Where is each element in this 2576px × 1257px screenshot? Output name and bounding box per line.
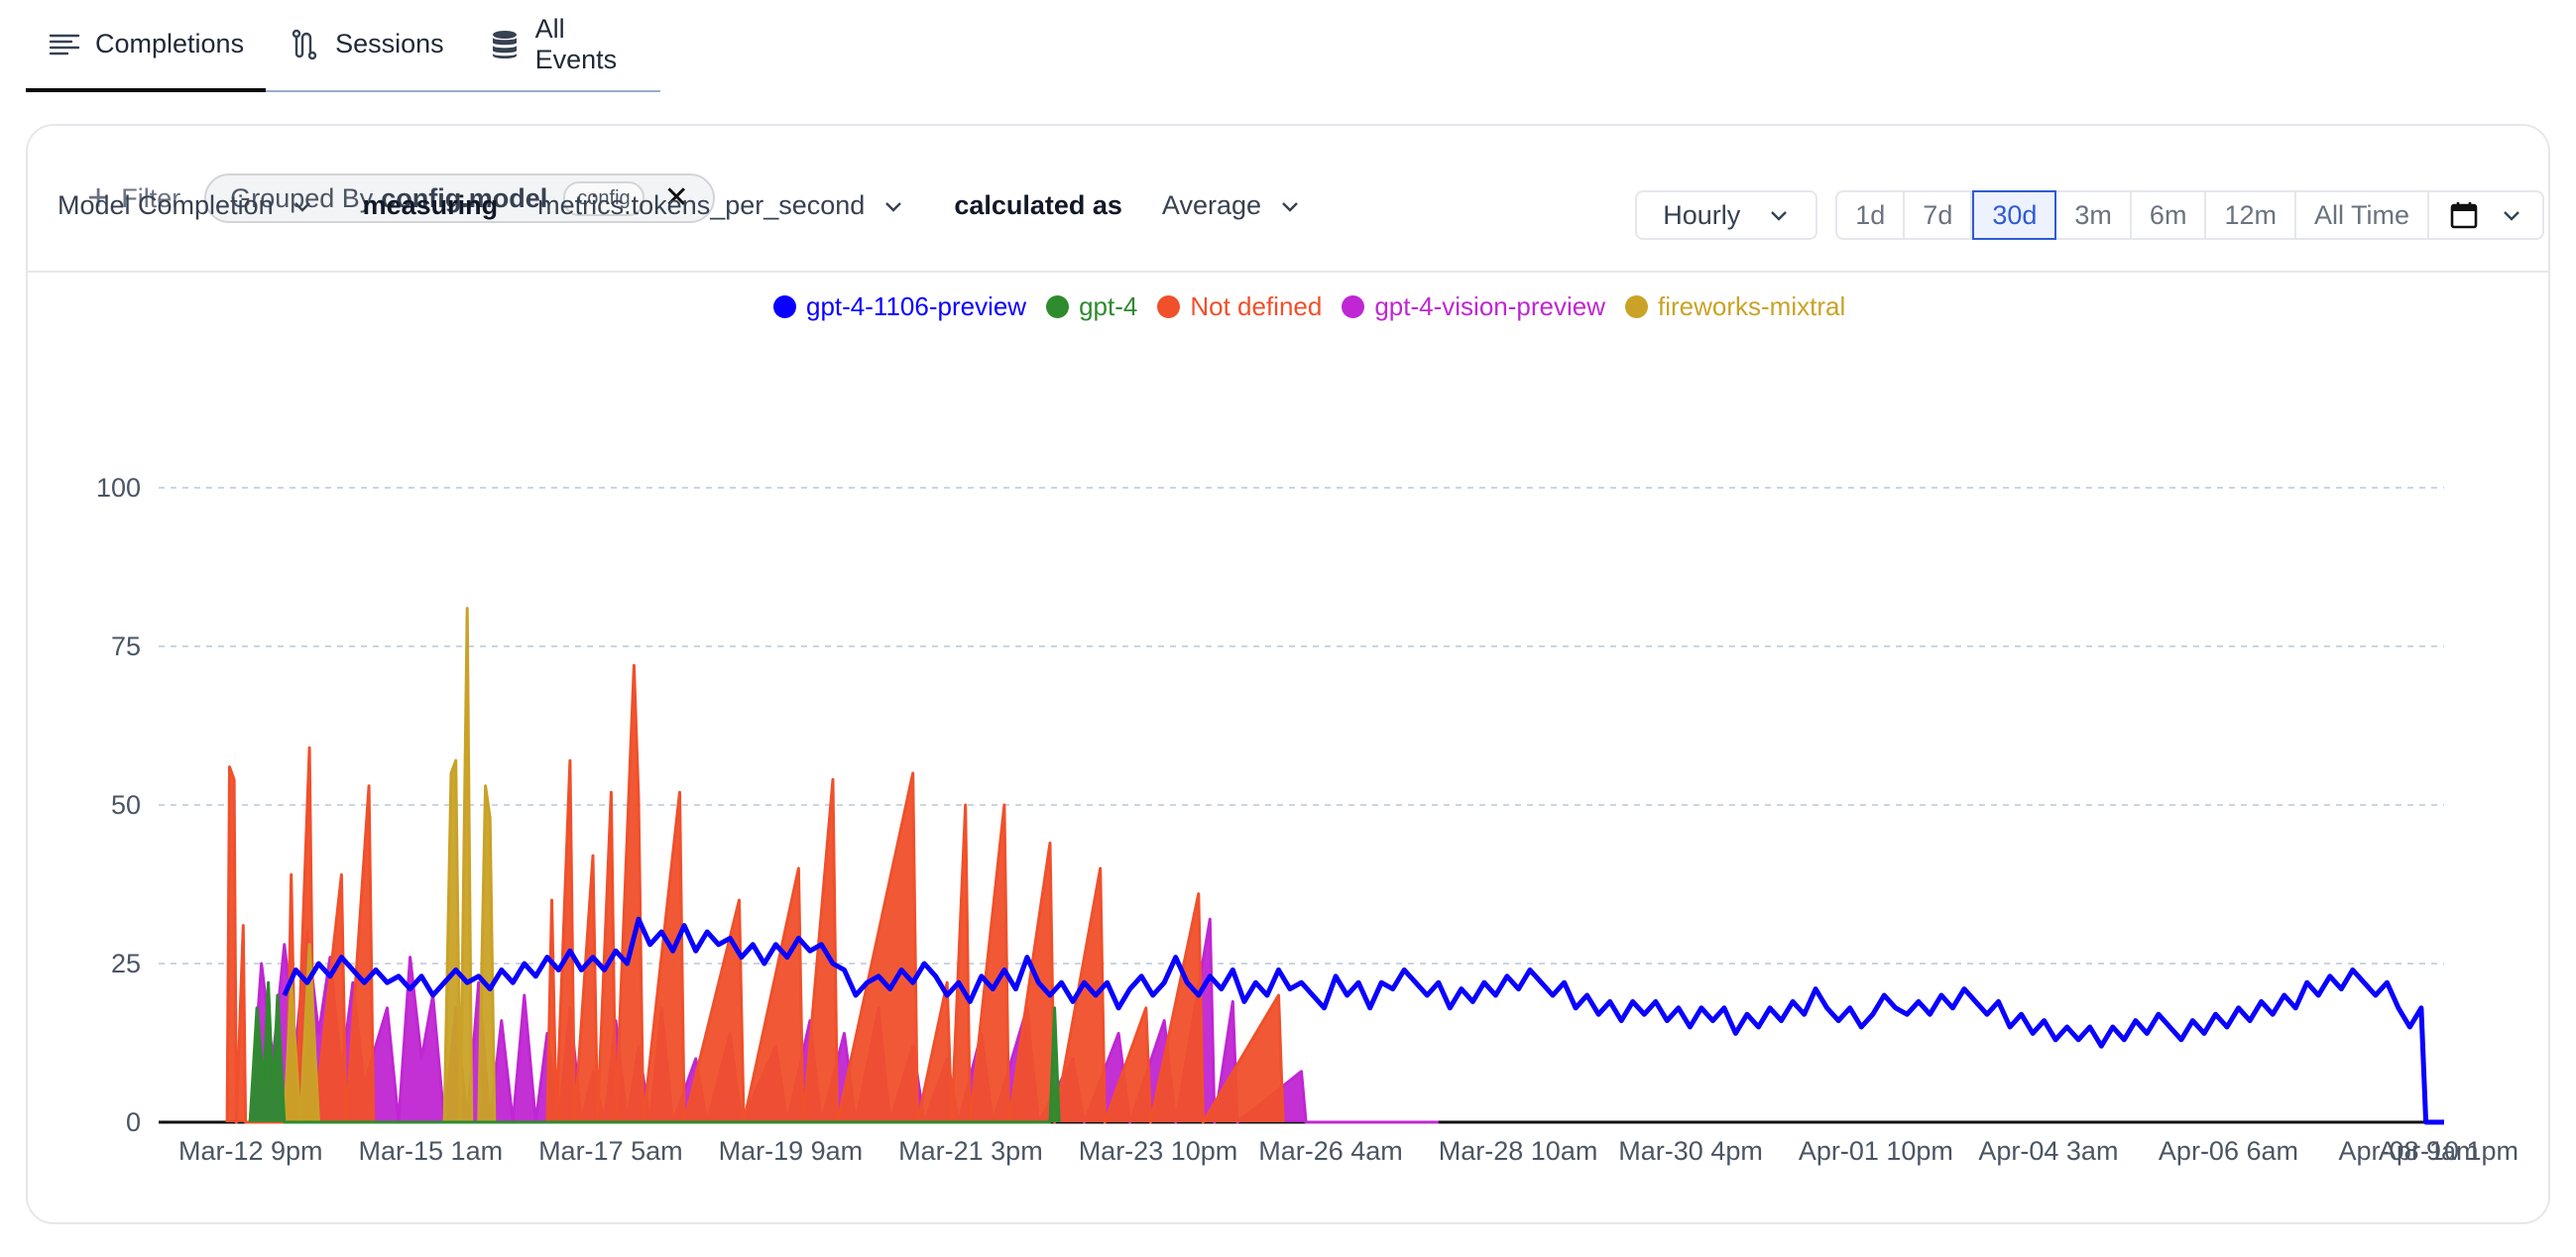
chip-tag: config xyxy=(563,180,644,216)
interval-dropdown[interactable]: Hourly xyxy=(1635,190,1818,240)
field-value: metrics.tokens_per_second xyxy=(537,190,866,220)
filter-bar: + Filter Grouped By config.model config … xyxy=(28,126,2548,273)
range-6m[interactable]: 6m xyxy=(2132,192,2207,238)
metric-dropdown[interactable]: Model Completion xyxy=(58,190,313,221)
chevron-down-icon xyxy=(1771,211,1788,221)
calculated-as-label: calculated as xyxy=(954,190,1122,220)
metric-value: Model Completion xyxy=(58,190,274,220)
legend-dot xyxy=(773,295,796,318)
legend-dot xyxy=(1342,295,1365,318)
lines-icon xyxy=(48,28,81,61)
legend-item-gpt-4-1106-preview[interactable]: gpt-4-1106-preview xyxy=(773,291,1026,322)
interval-value: Hourly xyxy=(1663,199,1741,230)
x-tick-label: Apr-06 6am xyxy=(2159,1136,2298,1166)
range-all-time[interactable]: All Time xyxy=(2296,192,2429,238)
x-tick-label: Apr-08 9am xyxy=(2338,1136,2478,1166)
legend-item-gpt-4-vision-preview[interactable]: gpt-4-vision-preview xyxy=(1342,291,1605,322)
view-tabs: Completions Sessions All Events xyxy=(26,0,660,92)
aggregation-value: Average xyxy=(1161,190,1261,220)
x-tick-label: Mar-28 10am xyxy=(1439,1136,1598,1166)
x-tick-label: Mar-30 4pm xyxy=(1618,1136,1763,1166)
query-controls: Model Completion measuring metrics.token… xyxy=(58,190,1301,221)
y-tick-label: 0 xyxy=(126,1107,141,1137)
x-tick-label: Mar-17 5am xyxy=(538,1136,683,1166)
tab-completions-label: Completions xyxy=(95,29,245,58)
y-tick-label: 50 xyxy=(111,790,141,820)
chart-legend: gpt-4-1106-preview gpt-4 Not defined gpt… xyxy=(773,291,1865,322)
range-1d[interactable]: 1d xyxy=(1837,192,1906,238)
tab-all-events-label: All Events xyxy=(534,13,618,74)
legend-label: gpt-4-1106-preview xyxy=(806,291,1027,321)
time-controls: Hourly 1d 7d 30d 3m 6m 12m All Time xyxy=(1635,190,2544,240)
x-tick-label: Mar-19 9am xyxy=(719,1136,864,1166)
x-tick-label: Mar-23 10pm xyxy=(1079,1136,1238,1166)
tab-completions[interactable]: Completions xyxy=(26,0,267,92)
legend-dot xyxy=(1046,295,1070,318)
measuring-label: measuring xyxy=(362,190,499,220)
x-tick-label: Mar-21 3pm xyxy=(898,1136,1043,1166)
chevron-down-icon xyxy=(885,201,902,212)
x-tick-label: Apr-04 3am xyxy=(1978,1136,2118,1166)
add-filter-button[interactable]: + Filter xyxy=(87,179,180,217)
sessions-icon xyxy=(288,28,321,61)
filter-label: Filter xyxy=(121,182,181,213)
chip-field: config.model xyxy=(381,182,548,213)
series-area xyxy=(227,665,1284,1122)
tab-all-events[interactable]: All Events xyxy=(466,0,660,90)
series-line[interactable] xyxy=(248,980,1061,1124)
range-7d[interactable]: 7d xyxy=(1905,192,1973,238)
tab-sessions-label: Sessions xyxy=(335,29,444,58)
legend-dot xyxy=(1625,295,1648,318)
chevron-down-icon xyxy=(1282,201,1298,212)
legend-label: fireworks-mixtral xyxy=(1658,291,1846,321)
range-3m[interactable]: 3m xyxy=(2056,192,2132,238)
plus-icon: + xyxy=(87,177,110,219)
calendar-icon xyxy=(2450,202,2478,229)
legend-item-fireworks-mixtral[interactable]: fireworks-mixtral xyxy=(1625,291,1845,322)
y-tick-label: 100 xyxy=(96,473,141,503)
field-dropdown[interactable]: metrics.tokens_per_second xyxy=(537,190,904,221)
x-tick-label: Apr-10 1pm xyxy=(2379,1136,2518,1166)
x-tick-label: Apr-01 10pm xyxy=(1799,1136,1953,1166)
series-area xyxy=(284,608,495,1122)
legend-label: gpt-4 xyxy=(1079,291,1138,321)
group-by-chip[interactable]: Grouped By config.model config ✕ xyxy=(204,173,715,223)
series-line[interactable] xyxy=(283,607,497,1124)
x-tick-label: Mar-12 9pm xyxy=(178,1136,323,1166)
y-tick-label: 75 xyxy=(111,631,141,661)
series-line[interactable] xyxy=(282,916,2444,1125)
legend-dot xyxy=(1157,295,1181,318)
legend-item-not-defined[interactable]: Not defined xyxy=(1157,291,1322,322)
range-12m[interactable]: 12m xyxy=(2206,192,2296,238)
range-30d[interactable]: 30d xyxy=(1972,190,2057,240)
aggregation-dropdown[interactable]: Average xyxy=(1162,190,1301,221)
legend-label: Not defined xyxy=(1190,291,1323,321)
close-icon[interactable]: ✕ xyxy=(663,181,689,214)
date-picker-button[interactable] xyxy=(2429,192,2542,238)
database-icon xyxy=(488,28,522,61)
range-selector: 1d 7d 30d 3m 6m 12m All Time xyxy=(1835,190,2544,240)
legend-label: gpt-4-vision-preview xyxy=(1374,291,1605,321)
legend-item-gpt-4[interactable]: gpt-4 xyxy=(1046,291,1137,322)
x-tick-label: Mar-15 1am xyxy=(359,1136,504,1166)
y-tick-label: 25 xyxy=(111,949,141,978)
chevron-down-icon xyxy=(2504,211,2519,221)
chevron-down-icon xyxy=(293,201,310,212)
tab-sessions[interactable]: Sessions xyxy=(266,0,466,90)
x-tick-label: Mar-26 4am xyxy=(1258,1136,1403,1166)
